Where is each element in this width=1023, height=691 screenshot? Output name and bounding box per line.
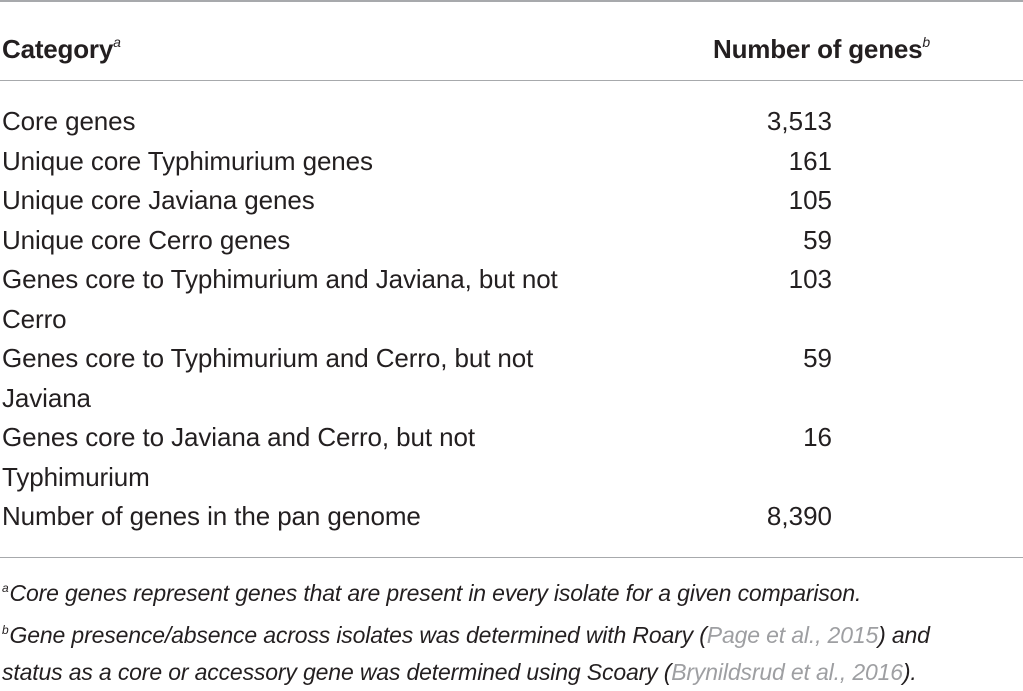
footnote-a-text: Core genes represent genes that are pres… [9,580,862,606]
header-rule [0,80,1023,81]
table-row: Genes core to Javiana and Cerro, but not… [0,418,1023,497]
footnote-b-line-1: bGene presence/absence across isolates w… [2,622,930,648]
number-cell: 59 [803,343,832,373]
category-cell: Number of genes in the pan genome [2,501,421,531]
category-cell: Unique core Javiana genes [2,185,315,215]
footnote-a: aCore genes represent genes that are pre… [2,570,1023,612]
table-row: Number of genes in the pan genome 8,390 [0,497,1023,537]
category-cell: Unique core Cerro genes [2,224,291,255]
footnote-marker-a: a [113,34,121,50]
category-cell: Genes core to Javiana and Cerro, but not… [2,422,475,492]
category-cell: Unique core Typhimurium genes [2,145,373,176]
footnote-marker-b: b [922,34,930,50]
category-cell: Core genes [2,106,136,136]
number-cell: 161 [788,145,832,176]
table-row: Unique core Cerro genes 59 [0,221,1023,261]
citation-link-bryn-ildsrud-2016[interactable]: Bryn­ildsrud et al., 2016 [671,659,903,685]
footnote-a-marker: a [2,581,9,595]
number-cell: 16 [803,422,832,452]
table-row: Unique core Typhimurium genes 161 [0,142,1023,182]
table-row: Genes core to Typhimurium and Javiana, b… [0,260,1023,339]
table-bottom-rule [0,557,1023,558]
table-row: Unique core Javiana genes 105 [0,181,1023,221]
column-header-number-of-genes: Number of genesb [713,34,930,64]
table-body: Core genes 3,513 Unique core Typhimurium… [0,102,1023,537]
table-row: Core genes 3,513 [0,102,1023,142]
footnote-b-line-2: status as a core or accessory gene was d… [2,659,917,685]
category-cell: Genes core to Typhimurium and Javiana, b… [2,264,558,334]
table-row: Genes core to Typhimurium and Cerro, but… [0,339,1023,418]
category-cell: Genes core to Typhimurium and Cerro, but… [2,343,534,413]
column-header-category: Categorya [2,34,121,64]
number-cell: 103 [788,264,832,294]
number-cell: 8,390 [766,501,832,531]
table-top-rule [0,0,1023,2]
number-cell: 3,513 [766,106,832,136]
citation-link-page-2015[interactable]: Page et al., 2015 [706,622,879,648]
table-footnotes: aCore genes represent genes that are pre… [2,570,1023,691]
number-cell: 59 [803,224,832,255]
number-cell: 105 [788,185,832,215]
footnote-b-marker: b [2,623,9,637]
